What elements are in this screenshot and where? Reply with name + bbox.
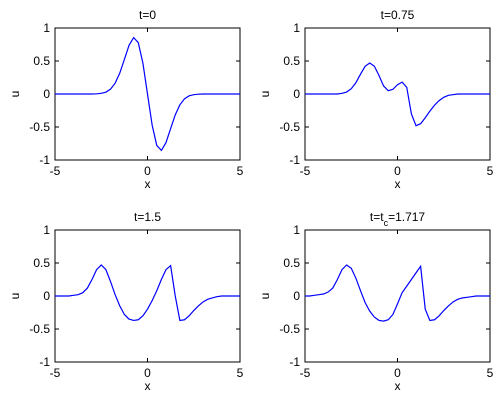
title-part: t=t bbox=[370, 210, 384, 224]
x-axis-label: x bbox=[145, 177, 151, 191]
y-tick-label: -0.5 bbox=[279, 322, 300, 336]
x-tick-label: 5 bbox=[487, 164, 494, 178]
x-tick-label: 5 bbox=[237, 366, 244, 380]
y-axis-label: u bbox=[8, 91, 22, 98]
y-tick-label: 0.5 bbox=[33, 256, 50, 270]
y-tick-label: 1 bbox=[293, 21, 300, 35]
curve bbox=[55, 264, 240, 322]
plot-area bbox=[304, 229, 491, 363]
y-tick-label: 0 bbox=[43, 289, 50, 303]
y-axis-label: u bbox=[258, 293, 272, 300]
y-tick-label: 0 bbox=[293, 289, 300, 303]
y-tick-label: 0.5 bbox=[283, 54, 300, 68]
x-tick-label: 0 bbox=[394, 164, 401, 178]
y-tick-label: -1 bbox=[39, 153, 50, 167]
y-axis-label: u bbox=[258, 91, 272, 98]
x-tick-label: 0 bbox=[394, 366, 401, 380]
panel-title: t=1.5 bbox=[134, 210, 161, 224]
title-part: =1.717 bbox=[388, 210, 425, 224]
x-tick-label: -5 bbox=[50, 366, 61, 380]
x-tick-label: -5 bbox=[300, 366, 311, 380]
x-tick-label: 0 bbox=[144, 164, 151, 178]
x-tick-label: 5 bbox=[487, 366, 494, 380]
y-tick-label: 1 bbox=[43, 21, 50, 35]
y-tick-label: 0.5 bbox=[283, 256, 300, 270]
y-tick-label: -0.5 bbox=[279, 120, 300, 134]
panel-title: t=0 bbox=[139, 8, 156, 22]
y-tick-label: -0.5 bbox=[29, 120, 50, 134]
title-part: c bbox=[384, 218, 389, 228]
y-tick-label: -0.5 bbox=[29, 322, 50, 336]
curve bbox=[305, 264, 490, 322]
x-tick-label: 0 bbox=[144, 366, 151, 380]
panel-title: t=0.75 bbox=[381, 8, 415, 22]
plot-area bbox=[54, 229, 241, 363]
x-axis-label: x bbox=[395, 177, 401, 191]
curve bbox=[55, 36, 240, 152]
x-tick-label: -5 bbox=[300, 164, 311, 178]
x-axis-label: x bbox=[395, 379, 401, 393]
y-tick-label: 0 bbox=[43, 87, 50, 101]
x-tick-label: 5 bbox=[237, 164, 244, 178]
y-axis-label: u bbox=[8, 293, 22, 300]
y-tick-label: 1 bbox=[293, 223, 300, 237]
x-tick-label: -5 bbox=[50, 164, 61, 178]
y-tick-label: 1 bbox=[43, 223, 50, 237]
panel-title: t=tc=1.717 bbox=[370, 210, 426, 228]
y-tick-label: 0.5 bbox=[33, 54, 50, 68]
y-tick-label: -1 bbox=[289, 355, 300, 369]
y-tick-label: 0 bbox=[293, 87, 300, 101]
y-tick-label: -1 bbox=[289, 153, 300, 167]
y-tick-label: -1 bbox=[39, 355, 50, 369]
curve bbox=[305, 62, 490, 127]
x-axis-label: x bbox=[145, 379, 151, 393]
